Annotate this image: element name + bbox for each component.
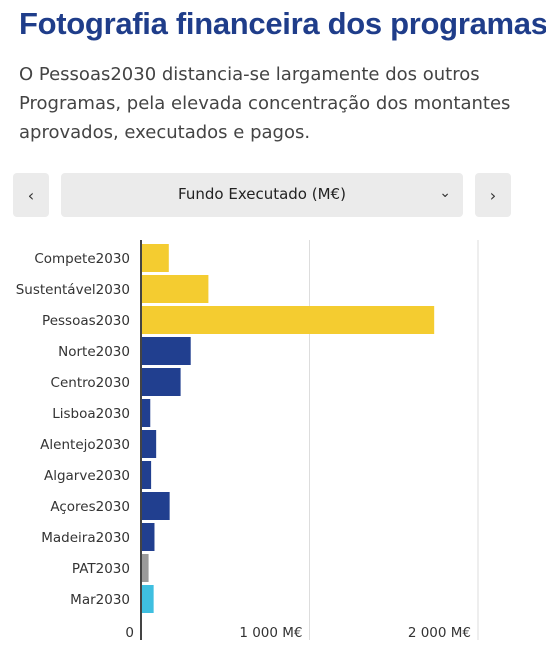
metric-select-value: Fundo Executado (M€) [178, 185, 346, 203]
chevron-down-icon: ⌄ [439, 185, 451, 201]
bar-alentejo2030[interactable] [141, 430, 157, 458]
category-label: Lisboa2030 [52, 406, 130, 422]
page-description: O Pessoas2030 distancia-se largamente do… [19, 64, 511, 143]
x-tick-label: 0 [125, 625, 134, 641]
metric-select[interactable]: Fundo Executado (M€) ⌄ [61, 173, 463, 217]
category-label: Mar2030 [70, 592, 130, 608]
bar-lisboa2030[interactable] [141, 399, 151, 427]
next-button[interactable]: › [475, 173, 511, 217]
category-label: Pessoas2030 [42, 313, 130, 329]
bar-compete2030[interactable] [141, 244, 169, 272]
category-label: Sustentável2030 [16, 282, 130, 298]
bar-centro2030[interactable] [141, 368, 181, 396]
bar-pat2030[interactable] [141, 554, 149, 582]
category-label: Compete2030 [34, 251, 130, 267]
x-tick-label: 2 000 M€ [408, 625, 471, 641]
category-label: Algarve2030 [44, 468, 130, 484]
category-label: PAT2030 [72, 561, 130, 577]
bar-norte2030[interactable] [141, 337, 191, 365]
category-label: Norte2030 [58, 344, 130, 360]
category-label: Alentejo2030 [40, 437, 130, 453]
page-title: Fotografia financeira dos programas [19, 6, 546, 41]
bar-madeira2030[interactable] [141, 523, 155, 551]
category-label: Centro2030 [51, 375, 130, 391]
category-label: Açores2030 [50, 499, 130, 515]
bar-sustentável2030[interactable] [141, 275, 209, 303]
chevron-right-icon: › [489, 185, 497, 205]
bar-açores2030[interactable] [141, 492, 170, 520]
previous-button[interactable]: ‹ [13, 173, 49, 217]
category-label: Madeira2030 [41, 530, 130, 546]
bar-pessoas2030[interactable] [141, 306, 435, 334]
bar-mar2030[interactable] [141, 585, 154, 613]
bar-algarve2030[interactable] [141, 461, 152, 489]
chevron-left-icon: ‹ [27, 185, 35, 205]
x-tick-label: 1 000 M€ [239, 625, 302, 641]
bar-chart: Compete2030 Sustentável2030 Pessoas2030 Nor… [16, 240, 479, 641]
